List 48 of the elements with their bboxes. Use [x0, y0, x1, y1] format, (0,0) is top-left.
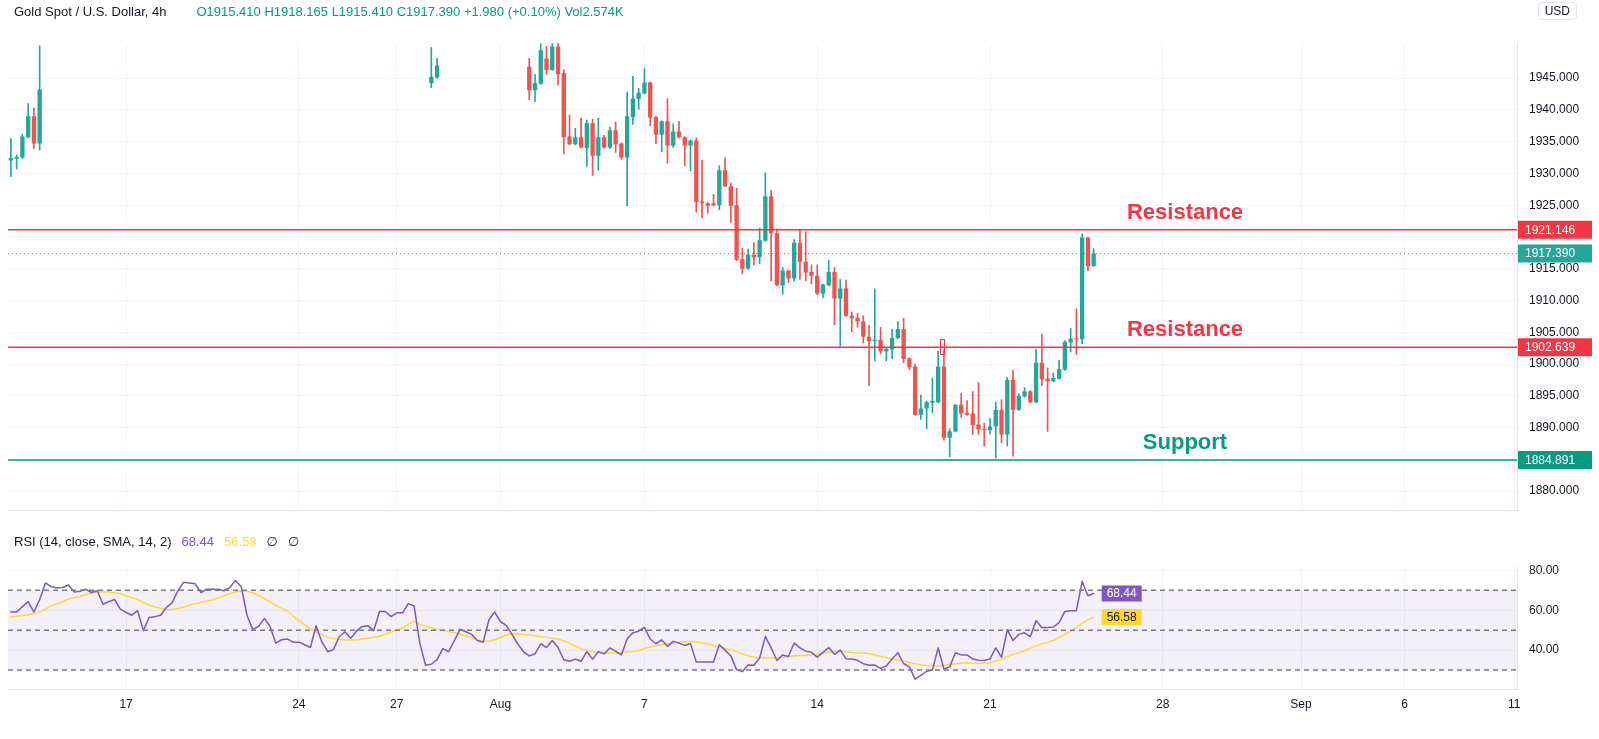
x-tick-label: 21 [983, 697, 997, 712]
candlestick [699, 159, 705, 219]
y-tick-label: 1905.000 [1529, 324, 1580, 339]
y-tick-label: 1880.000 [1529, 483, 1580, 498]
y-tick-label: 1895.000 [1529, 388, 1580, 403]
text: ∅ [287, 534, 300, 549]
candlestick [964, 400, 970, 416]
x-tick-label: Sep [1290, 697, 1313, 712]
ref-line-label: Resistance [1126, 198, 1244, 224]
text: 1902.639 [1525, 340, 1576, 355]
ref-line-label: Resistance [1126, 316, 1244, 342]
candlestick [987, 418, 993, 435]
x-tick-label: 24 [292, 697, 306, 712]
y-tick-label: 1910.000 [1529, 292, 1580, 307]
y-tick-label: 80.00 [1529, 562, 1560, 577]
y-axis-title: USD [1537, 2, 1577, 20]
text: 1917.390 [1525, 246, 1576, 261]
y-tick-label: 1935.000 [1529, 133, 1580, 148]
y-tick-label: 1900.000 [1529, 356, 1580, 371]
x-tick-label: 7 [641, 697, 649, 712]
text: 1884.891 [1525, 452, 1576, 467]
candlestick [838, 279, 843, 347]
x-tick-label: 11 [1507, 697, 1521, 712]
text: ∅ [266, 534, 278, 549]
chart-subtitle: O1915.410 H1918.165 L1915.410 C1917.390 +1.980 (+0.10%) Vol2.574K [196, 4, 624, 19]
data-label: 56.58 [1106, 609, 1138, 624]
text: 68.44 [181, 534, 215, 549]
y-tick-label: 1940.000 [1529, 102, 1580, 117]
text: 1921.146 [1525, 222, 1576, 237]
ref-line-label: Support [1142, 429, 1228, 455]
x-tick-label: 28 [1156, 697, 1170, 712]
y-tick-label: 1930.000 [1529, 165, 1580, 180]
candlestick [532, 74, 538, 102]
x-tick-label: 17 [119, 697, 134, 712]
x-tick-label: 14 [810, 697, 825, 712]
x-tick-label: 27 [390, 697, 404, 712]
y-tick-label: 1945.000 [1529, 70, 1580, 85]
y-tick-label: 1925.000 [1529, 197, 1580, 212]
y-tick-label: 1890.000 [1529, 419, 1580, 434]
y-tick-label: 1915.000 [1529, 261, 1580, 276]
chart-title: RSI (14, close, SMA, 14, 2) [14, 534, 172, 549]
x-tick-label: 6 [1401, 697, 1409, 712]
data-label: 68.44 [1106, 586, 1138, 601]
y-tick-label: 60.00 [1529, 602, 1560, 617]
chart-title: Gold Spot / U.S. Dollar, 4h [14, 4, 167, 19]
text: 56.58 [224, 534, 257, 549]
y-tick-label: 40.00 [1529, 642, 1560, 657]
x-tick-label: Aug [489, 697, 512, 712]
